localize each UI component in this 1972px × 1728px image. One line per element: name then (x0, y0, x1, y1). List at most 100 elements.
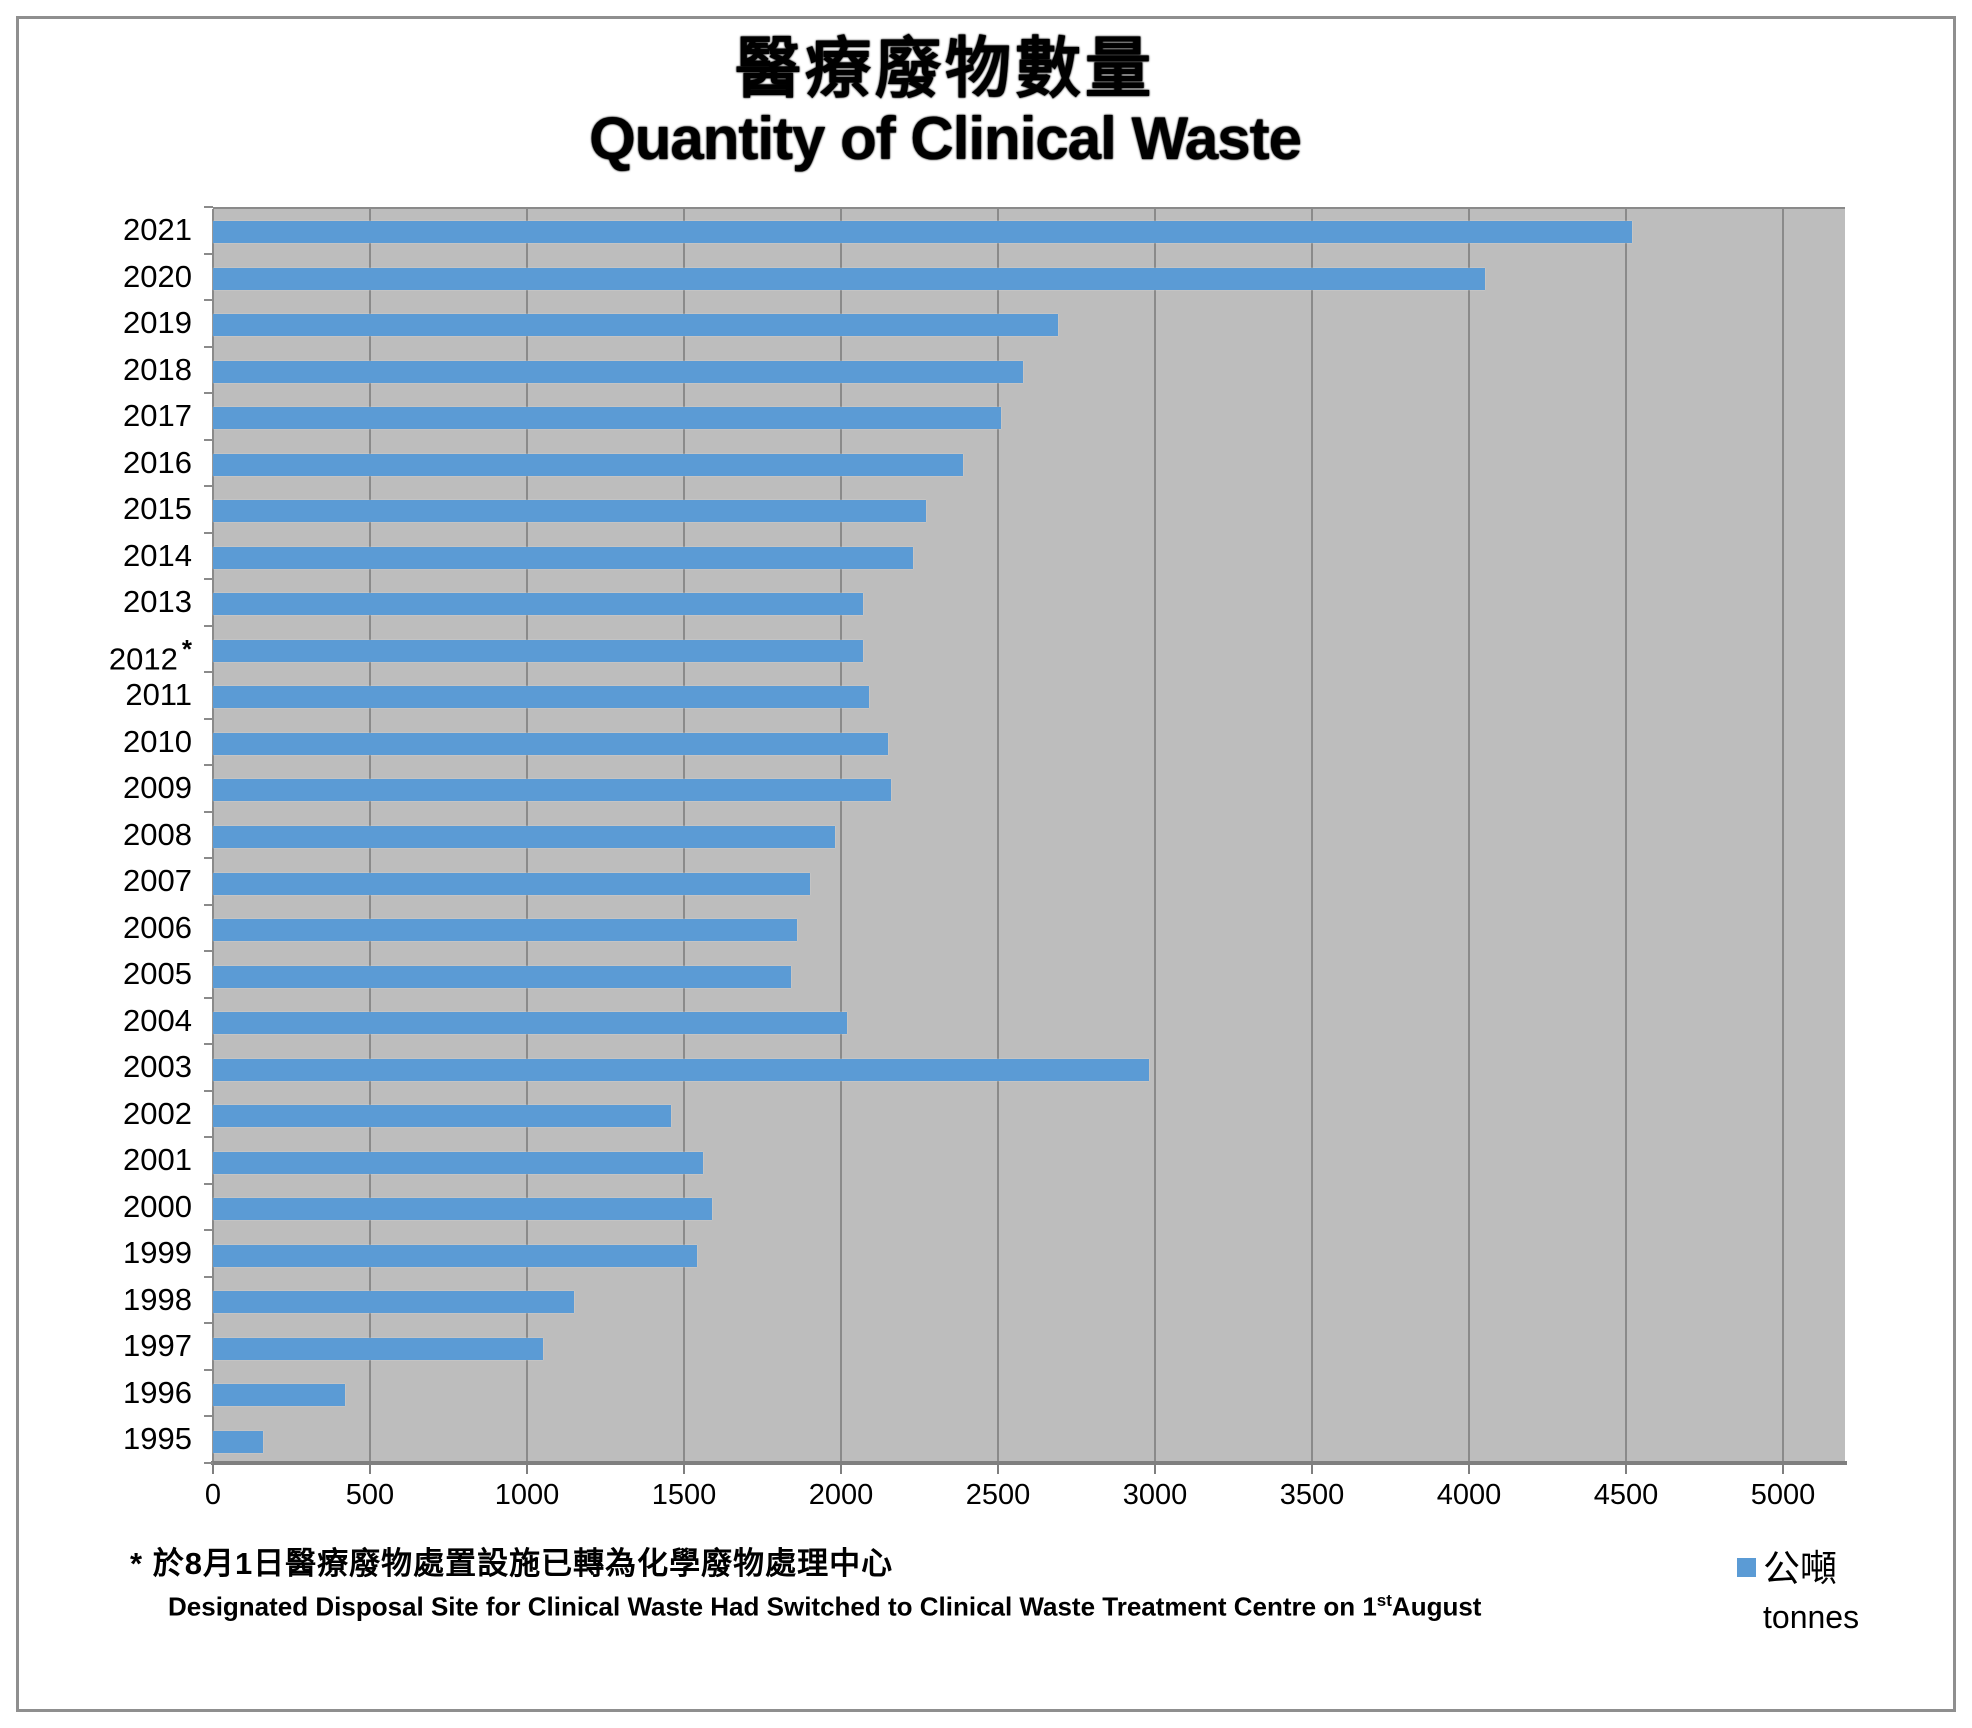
x-axis-tick-5000 (1782, 1465, 1784, 1474)
year-label-2006: 2006 (123, 909, 192, 945)
bar-2021 (213, 221, 1633, 244)
year-label-2011: 2011 (125, 677, 192, 713)
gridline-4000 (1468, 209, 1470, 1463)
x-tick-label-2000: 2000 (808, 1479, 874, 1511)
x-tick-label-1000: 1000 (494, 1479, 560, 1511)
footnote-marker: * (130, 1546, 144, 1581)
y-axis-tick (204, 206, 213, 208)
starred-year-marker: * (181, 633, 192, 664)
bar-1996 (213, 1384, 345, 1407)
page-border (16, 16, 1956, 1712)
year-label-1995: 1995 (123, 1421, 192, 1457)
y-axis-tick (204, 810, 213, 813)
y-axis-tick (204, 438, 213, 441)
x-tick-label-3000: 3000 (1122, 1479, 1188, 1511)
bar-2000 (213, 1198, 713, 1221)
year-label-1997: 1997 (123, 1328, 192, 1364)
bar-2013 (213, 593, 863, 616)
bar-2020 (213, 267, 1485, 290)
gridline-2000 (840, 209, 842, 1463)
y-axis-tick (204, 1043, 213, 1046)
y-axis-tick (204, 624, 213, 627)
y-axis-tick (204, 1089, 213, 1092)
year-label-2020: 2020 (123, 258, 192, 294)
year-label-2012: 2012 * (108, 633, 192, 676)
y-axis-tick (204, 299, 213, 302)
footnote-line-english: Designated Disposal Site for Clinical Wa… (168, 1591, 1481, 1623)
x-tick-label-0: 0 (204, 1479, 222, 1511)
x-tick-label-500: 500 (345, 1479, 395, 1511)
year-label-1998: 1998 (123, 1281, 192, 1317)
x-tick-label-4000: 4000 (1436, 1479, 1502, 1511)
bar-1998 (213, 1291, 575, 1314)
gridline-3000 (1154, 209, 1156, 1463)
legend-label-tonnes-english: tonnes (1763, 1599, 1860, 1635)
gridline-5000 (1782, 209, 1784, 1463)
y-axis-tick (204, 996, 213, 999)
x-axis-tick-4500 (1625, 1465, 1627, 1474)
bar-2003 (213, 1058, 1149, 1081)
plot-area (212, 207, 1845, 1463)
year-label-2007: 2007 (123, 863, 192, 899)
year-label-2003: 2003 (123, 1049, 192, 1085)
year-label-2017: 2017 (123, 398, 192, 434)
y-axis-tick (204, 950, 213, 953)
y-axis-tick (204, 1182, 213, 1185)
bar-1997 (213, 1337, 543, 1360)
year-label-1999: 1999 (123, 1235, 192, 1271)
y-axis-tick (204, 578, 213, 581)
bar-2009 (213, 779, 892, 802)
chart-title-english: Quantity of Clinical Waste (589, 105, 1302, 173)
x-tick-label-2500: 2500 (965, 1479, 1031, 1511)
y-axis-tick (204, 1368, 213, 1371)
legend-swatch-icon (1737, 1558, 1756, 1577)
bar-2016 (213, 453, 964, 476)
y-axis-tick (204, 531, 213, 534)
footnote-text-english-suffix: August (1391, 1591, 1482, 1622)
x-tick-label-3500: 3500 (1279, 1479, 1345, 1511)
bar-1999 (213, 1244, 697, 1267)
x-axis-tick-3000 (1154, 1465, 1156, 1474)
x-axis-tick-0 (212, 1465, 214, 1474)
bar-1995 (213, 1430, 264, 1453)
x-axis-tick-1500 (683, 1465, 685, 1474)
footnote-superscript: st (1376, 1591, 1392, 1610)
y-axis-tick (204, 764, 213, 767)
y-axis-tick (204, 1136, 213, 1139)
legend-row: 公噸 (1737, 1550, 1859, 1587)
gridline-4500 (1625, 209, 1627, 1463)
y-axis-tick (204, 671, 213, 674)
bar-2006 (213, 919, 798, 942)
bar-2014 (213, 546, 914, 569)
bar-2008 (213, 826, 835, 848)
year-label-2015: 2015 (123, 491, 192, 527)
bar-2017 (213, 407, 1002, 430)
footnote-line-chinese: * 於8月1日醫療廢物處置設施已轉為化學廢物處理中心 (130, 1538, 1481, 1583)
x-axis-line (211, 1461, 1847, 1465)
year-label-2018: 2018 (123, 351, 192, 387)
x-axis-tick-4000 (1468, 1465, 1470, 1474)
year-label-2021: 2021 (123, 212, 192, 247)
bar-2019 (213, 314, 1058, 337)
y-axis-tick (204, 857, 213, 860)
x-tick-label-1500: 1500 (651, 1479, 717, 1511)
footnote: * 於8月1日醫療廢物處置設施已轉為化學廢物處理中心 Designated Di… (130, 1538, 1481, 1623)
year-label-2010: 2010 (123, 723, 192, 759)
y-axis-tick (204, 903, 213, 906)
gridline-2500 (997, 209, 999, 1463)
bar-2004 (213, 1012, 848, 1035)
y-axis-tick (204, 345, 213, 348)
legend-label-tonnes-chinese: 公噸 (1763, 1548, 1837, 1589)
year-label-2009: 2009 (123, 770, 192, 806)
x-axis-tick-2500 (997, 1465, 999, 1474)
x-tick-label-4500: 4500 (1593, 1479, 1659, 1511)
year-label-2004: 2004 (123, 1002, 192, 1038)
bar-2010 (213, 732, 889, 755)
year-label-2005: 2005 (123, 956, 192, 992)
y-axis-tick (204, 1462, 213, 1464)
footnote-text-english: Designated Disposal Site for Clinical Wa… (168, 1591, 1377, 1622)
y-axis-tick (204, 1415, 213, 1418)
legend: 公噸 tonnes (1737, 1550, 1859, 1636)
year-label-2016: 2016 (123, 444, 192, 480)
